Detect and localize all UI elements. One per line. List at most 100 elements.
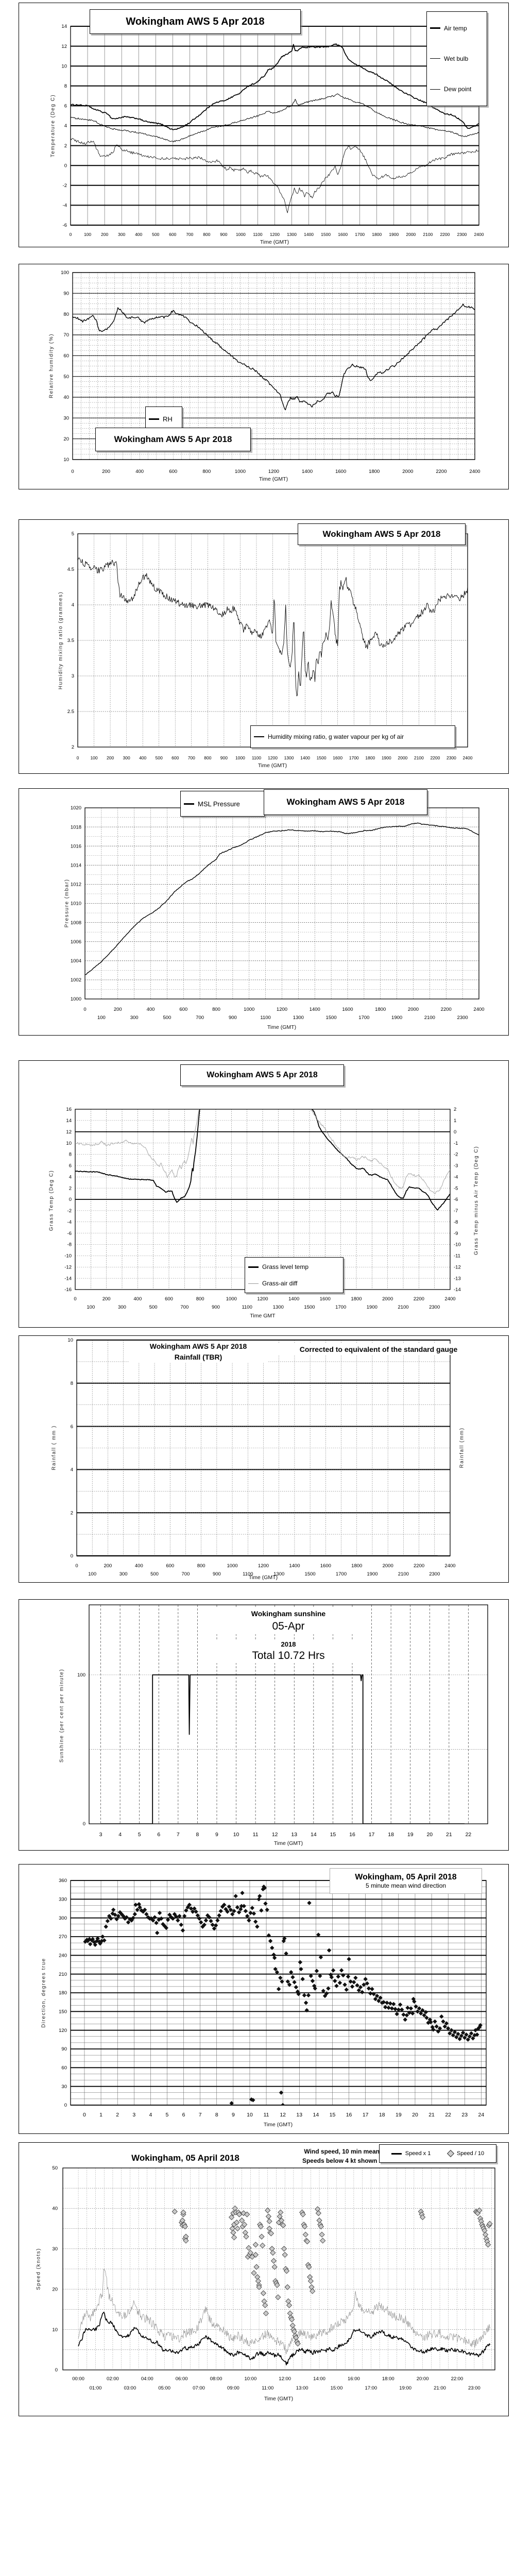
svg-text:18:00: 18:00 [382, 2376, 394, 2382]
svg-text:4: 4 [71, 1467, 73, 1473]
svg-text:400: 400 [147, 1007, 155, 1012]
svg-text:1002: 1002 [71, 977, 81, 983]
svg-text:1900: 1900 [367, 1304, 377, 1310]
svg-text:300: 300 [130, 1015, 139, 1021]
svg-text:8: 8 [64, 83, 67, 89]
svg-text:1400: 1400 [304, 232, 314, 237]
chart-title: Wokingham, 05 April 2018 [355, 1873, 457, 1882]
svg-text:13:00: 13:00 [296, 2385, 308, 2391]
svg-text:-6: -6 [454, 1197, 458, 1202]
svg-text:2: 2 [64, 143, 67, 149]
svg-text:13: 13 [296, 2112, 302, 2118]
svg-text:2200: 2200 [436, 469, 447, 474]
svg-text:1006: 1006 [71, 939, 81, 945]
legend-label: Air temp [444, 24, 467, 32]
x-axis-label: Time (GMT) [263, 2122, 293, 2128]
svg-text:20: 20 [412, 2112, 418, 2118]
svg-text:02:00: 02:00 [107, 2376, 119, 2382]
chart-title: Wokingham AWS 5 Apr 2018 [180, 1064, 344, 1086]
svg-text:12: 12 [280, 2112, 286, 2118]
svg-text:1500: 1500 [317, 755, 327, 760]
svg-text:1500: 1500 [326, 1015, 337, 1021]
svg-text:800: 800 [196, 1296, 204, 1302]
y-axis-label: Direction, degrees true [41, 1958, 47, 2028]
y-axis-label: Temperature (Deg C) [50, 94, 56, 158]
svg-text:12: 12 [272, 1832, 278, 1838]
grass-air-diff-line-swatch [248, 1283, 259, 1284]
svg-text:-13: -13 [454, 1276, 461, 1281]
svg-text:400: 400 [133, 1296, 142, 1302]
svg-text:40: 40 [63, 395, 69, 400]
svg-text:500: 500 [152, 232, 159, 237]
svg-text:2.5: 2.5 [67, 709, 74, 715]
svg-text:4: 4 [149, 2112, 152, 2118]
svg-text:180: 180 [59, 1990, 67, 1996]
svg-text:1500: 1500 [305, 1571, 316, 1577]
svg-text:4: 4 [118, 1832, 122, 1838]
svg-text:1012: 1012 [71, 882, 81, 888]
svg-text:1000: 1000 [235, 469, 246, 474]
svg-text:30: 30 [61, 2084, 67, 2090]
svg-text:700: 700 [196, 1015, 204, 1021]
legend-label: Dew point [444, 86, 472, 93]
svg-text:09:00: 09:00 [227, 2385, 239, 2391]
svg-text:2200: 2200 [441, 1007, 452, 1012]
svg-text:10:00: 10:00 [244, 2376, 256, 2382]
svg-text:12: 12 [61, 44, 67, 49]
svg-text:16: 16 [66, 1107, 72, 1112]
rh-line-swatch [149, 418, 159, 420]
chart-total: Total 10.72 Hrs [216, 1649, 360, 1663]
svg-text:00:00: 00:00 [72, 2376, 84, 2382]
svg-text:-12: -12 [64, 1264, 72, 1270]
legend-label: RH [163, 415, 173, 423]
svg-text:2: 2 [116, 2112, 119, 2118]
svg-text:-7: -7 [454, 1208, 458, 1214]
x-axis-label: Time (GMT) [259, 476, 288, 482]
svg-text:0: 0 [64, 2103, 67, 2108]
svg-text:2400: 2400 [473, 1007, 484, 1012]
svg-text:1400: 1400 [302, 469, 313, 474]
svg-text:10: 10 [247, 2112, 253, 2118]
svg-text:1900: 1900 [391, 1015, 402, 1021]
chart-subtitle: 5 minute mean wind direction [365, 1882, 447, 1889]
svg-text:20: 20 [63, 436, 69, 442]
svg-text:15: 15 [330, 1832, 336, 1838]
svg-text:200: 200 [114, 1007, 122, 1012]
svg-text:330: 330 [59, 1897, 67, 1903]
svg-text:1900: 1900 [367, 1571, 377, 1577]
legend-item-wet-bulb: Wet bulb [430, 55, 484, 62]
x-axis-label: Time (GMT) [260, 239, 289, 245]
svg-text:-10: -10 [64, 1253, 72, 1259]
svg-text:900: 900 [220, 232, 227, 237]
svg-text:1200: 1200 [268, 469, 279, 474]
x-axis-label: Time (GMT) [258, 762, 287, 769]
svg-text:11: 11 [264, 2112, 269, 2118]
svg-text:90: 90 [61, 2046, 67, 2052]
svg-text:11: 11 [253, 1832, 259, 1838]
svg-text:-6: -6 [63, 223, 67, 228]
svg-text:-2: -2 [454, 1152, 458, 1158]
svg-text:2000: 2000 [408, 1007, 419, 1012]
svg-text:0: 0 [454, 1129, 456, 1135]
svg-text:10: 10 [52, 2327, 58, 2333]
svg-text:700: 700 [186, 232, 193, 237]
svg-text:200: 200 [107, 755, 114, 760]
svg-text:1014: 1014 [71, 863, 81, 869]
legend-item-mixing-ratio: Humidity mixing ratio, g water vapour pe… [254, 733, 452, 740]
svg-text:600: 600 [166, 1563, 174, 1569]
svg-text:2: 2 [72, 744, 74, 750]
svg-text:14: 14 [61, 24, 67, 29]
x-axis-label: Time (GMT) [248, 1574, 278, 1581]
svg-text:100: 100 [87, 1304, 95, 1310]
svg-text:60: 60 [61, 2065, 67, 2071]
svg-text:800: 800 [204, 755, 211, 760]
svg-text:400: 400 [135, 232, 142, 237]
svg-text:3: 3 [72, 673, 74, 679]
speed-diamond-swatch [447, 2149, 455, 2158]
svg-text:12:00: 12:00 [279, 2376, 291, 2382]
chart-note: Corrected to equivalent of the standard … [276, 1344, 482, 1355]
pressure-line-swatch [184, 803, 194, 805]
svg-text:200: 200 [101, 232, 108, 237]
svg-text:1500: 1500 [321, 232, 331, 237]
y-axis-label-left: Rainfall ( mm ) [51, 1425, 57, 1470]
